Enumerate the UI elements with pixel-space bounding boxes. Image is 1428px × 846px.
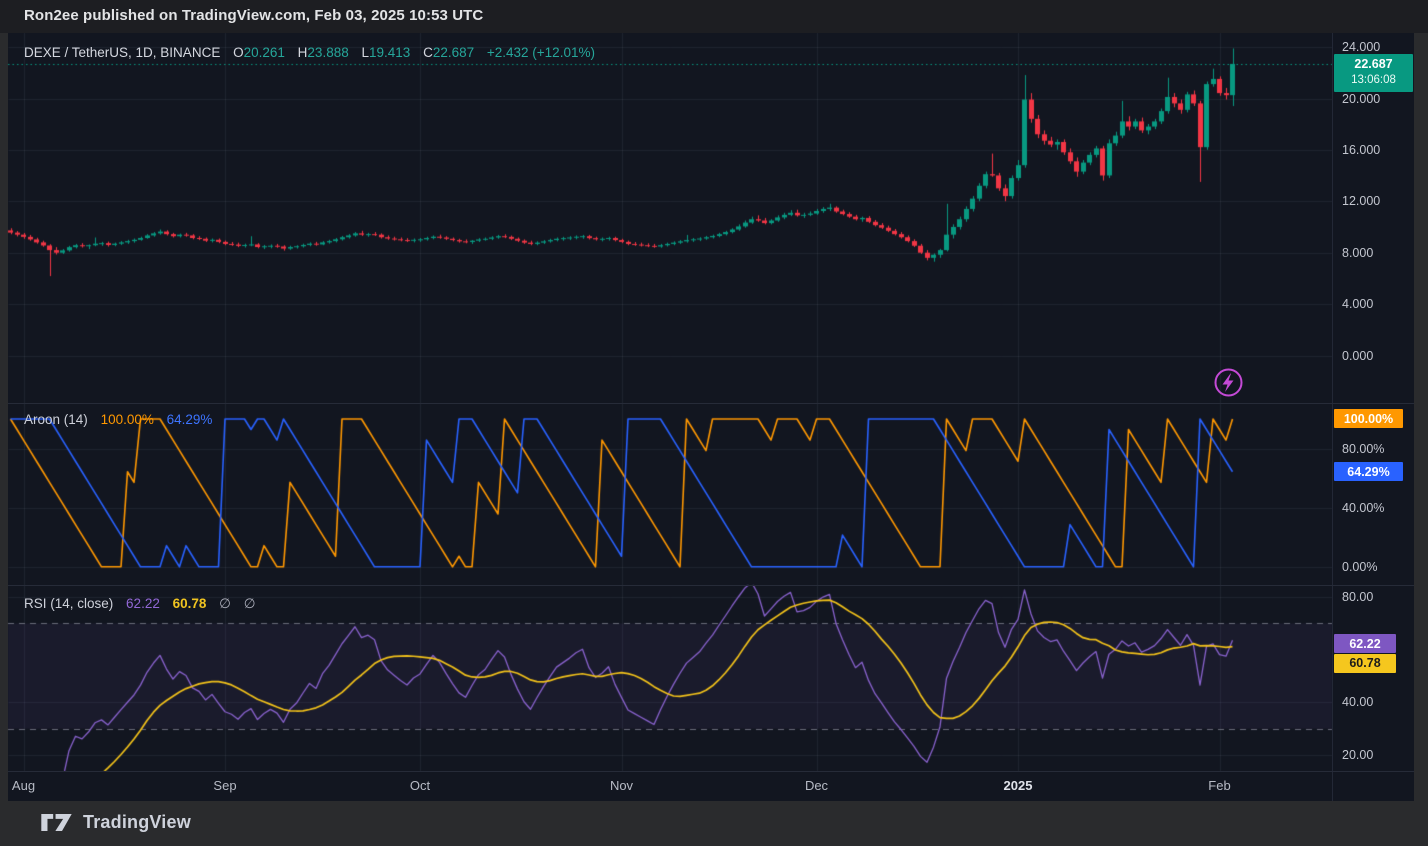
tradingview-logo-icon xyxy=(41,813,72,832)
time-axis-label: Dec xyxy=(804,778,829,793)
low-value: 19.413 xyxy=(369,45,411,60)
aroon-down-value: 64.29% xyxy=(166,412,213,427)
footer-bar: TradingView xyxy=(0,801,1428,846)
high-value: 23.888 xyxy=(307,45,349,60)
rsi-tick-label: 20.00 xyxy=(1342,747,1374,762)
time-axis-label: 2025 xyxy=(1003,778,1033,793)
publish-bar: Ron2ee published on TradingView.com, Feb… xyxy=(0,0,1428,33)
price-tick-label: 24.000 xyxy=(1342,40,1381,55)
price-tick-label: 4.000 xyxy=(1342,297,1374,312)
rsi-ma-badge: 60.78 xyxy=(1334,653,1396,673)
close-value: 22.687 xyxy=(432,45,475,60)
rsi-title: RSI (14, close) xyxy=(24,596,114,611)
price-tick-label: 16.000 xyxy=(1342,142,1381,157)
brand-name: TradingView xyxy=(83,812,191,832)
aroon-down-badge: 64.29% xyxy=(1334,462,1403,482)
change-value: +2.432 (+12.01%) xyxy=(486,45,595,60)
rsi-legend[interactable]: RSI (14, close) 62.22 60.78 ∅ ∅ xyxy=(24,596,255,612)
time-axis-separator xyxy=(8,771,1414,772)
last-price-badge: 22.687 13:06:08 xyxy=(1334,53,1413,92)
close-label: C xyxy=(423,45,433,60)
high-label: H xyxy=(297,45,308,60)
time-axis-label: Aug xyxy=(11,778,36,793)
time-axis[interactable] xyxy=(8,771,1332,801)
aroon-tick-label: 80.00% xyxy=(1342,441,1385,456)
main-legend[interactable]: DEXE / TetherUS, 1D, BINANCE O20.261 H23… xyxy=(24,45,595,60)
bar-countdown: 13:06:08 xyxy=(1351,74,1396,87)
open-label: O xyxy=(233,45,244,60)
aroon-tick-label: 0.00% xyxy=(1342,559,1378,574)
last-price-value: 22.687 xyxy=(1354,57,1393,72)
aroon-up-badge: 100.00% xyxy=(1334,409,1403,429)
flash-reaction-button[interactable] xyxy=(1211,365,1246,400)
rsi-tick-label: 80.00 xyxy=(1342,590,1374,605)
rsi-value: 62.22 xyxy=(126,596,160,611)
open-value: 20.261 xyxy=(243,45,285,60)
price-tick-label: 20.000 xyxy=(1342,91,1381,106)
tradingview-brand[interactable]: TradingView xyxy=(40,812,191,833)
time-axis-label: Feb xyxy=(1208,778,1231,793)
low-label: L xyxy=(361,45,369,60)
rsi-upper-band-empty: ∅ xyxy=(219,596,231,611)
lightning-bolt-icon xyxy=(1214,368,1243,397)
symbol-title: DEXE / TetherUS, 1D, BINANCE xyxy=(24,45,221,60)
pane-separator-aroon[interactable] xyxy=(8,403,1414,404)
aroon-tick-label: 40.00% xyxy=(1342,500,1385,515)
aroon-legend[interactable]: Aroon (14) 100.00% 64.29% xyxy=(24,412,212,427)
time-axis-label: Sep xyxy=(213,778,237,793)
aroon-up-value: 100.00% xyxy=(100,412,154,427)
rsi-ma-value: 60.78 xyxy=(172,596,207,611)
rsi-tick-label: 40.00 xyxy=(1342,695,1374,710)
rsi-value-badge: 62.22 xyxy=(1334,634,1396,654)
rsi-lower-band-empty: ∅ xyxy=(243,596,256,611)
time-axis-label: Oct xyxy=(409,778,431,793)
aroon-title: Aroon (14) xyxy=(24,412,88,427)
price-scale-divider xyxy=(1332,33,1333,801)
pane-separator-rsi[interactable] xyxy=(8,585,1414,586)
publish-text: Ron2ee published on TradingView.com, Feb… xyxy=(24,7,484,24)
price-tick-label: 8.000 xyxy=(1342,245,1374,260)
price-tick-label: 12.000 xyxy=(1342,194,1381,209)
price-tick-label: 0.000 xyxy=(1342,348,1374,363)
time-axis-label: Nov xyxy=(609,778,634,793)
